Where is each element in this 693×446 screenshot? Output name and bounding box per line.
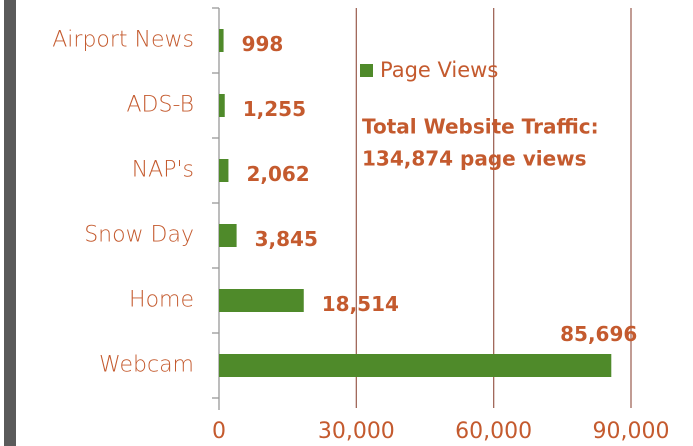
bar <box>219 159 229 182</box>
y-tick-label: NAP's <box>132 158 194 183</box>
x-tick-label: 30,000 <box>318 419 395 444</box>
value-label: 998 <box>242 32 284 56</box>
x-tick-label: 0 <box>212 419 226 444</box>
annotation: Total Website Traffic: <box>362 115 599 139</box>
x-tick-label: 90,000 <box>593 419 670 444</box>
bar <box>219 94 225 117</box>
value-label: 2,062 <box>246 162 309 186</box>
bar <box>219 224 237 247</box>
value-label: 3,845 <box>255 227 318 251</box>
y-tick-label: ADS-B <box>126 93 194 118</box>
bar <box>219 29 224 52</box>
bar <box>219 354 612 377</box>
bar <box>219 289 304 312</box>
side-strip <box>4 0 16 446</box>
value-label: 85,696 <box>560 322 637 346</box>
legend-label: Page Views <box>380 58 498 82</box>
annotation: 134,874 page views <box>362 147 587 171</box>
x-tick-label: 60,000 <box>455 419 532 444</box>
y-tick-label: Webcam <box>99 353 194 378</box>
y-tick-label: Airport News <box>52 28 194 53</box>
value-label: 1,255 <box>243 97 306 121</box>
legend-swatch <box>360 64 373 77</box>
y-tick-label: Snow Day <box>84 223 194 248</box>
y-tick-label: Home <box>129 288 194 313</box>
value-label: 18,514 <box>322 292 399 316</box>
